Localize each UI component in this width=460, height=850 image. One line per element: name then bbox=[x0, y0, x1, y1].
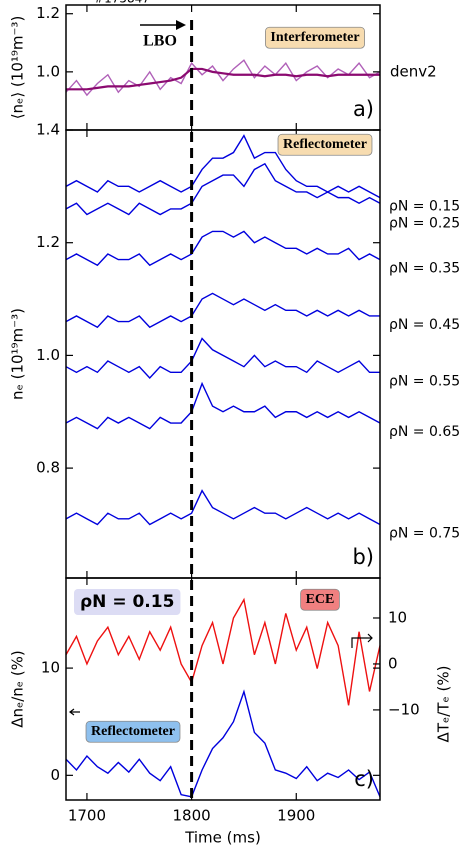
y-tick-label: 1.2 bbox=[36, 4, 60, 22]
series-line bbox=[65, 162, 381, 216]
label-box bbox=[277, 133, 373, 156]
y-tick-label: 0.8 bbox=[36, 459, 60, 477]
series-line bbox=[66, 67, 380, 91]
axis-arrow-right bbox=[351, 633, 373, 648]
box-label: ECE bbox=[306, 592, 335, 607]
axes-frame bbox=[65, 129, 381, 579]
series-line bbox=[65, 689, 381, 798]
badge-label: ρN = 0.15 bbox=[80, 592, 174, 612]
box-label: Reflectometer bbox=[91, 724, 175, 739]
series-line bbox=[65, 381, 381, 430]
y2-tick-label: 10 bbox=[388, 608, 407, 626]
series-label: ρN = 0.15 bbox=[389, 199, 460, 215]
label-box bbox=[265, 26, 365, 49]
box-label: Interferometer bbox=[270, 30, 359, 45]
series-label: ρN = 0.65 bbox=[389, 424, 460, 440]
axis-arrow-left bbox=[69, 708, 80, 716]
y2-tick-label: 0 bbox=[388, 654, 398, 672]
y-tick-label: 1.0 bbox=[36, 346, 60, 364]
event-label: LBO bbox=[143, 33, 177, 50]
panel-label: b) bbox=[352, 545, 374, 569]
series-line bbox=[65, 597, 381, 706]
series-label: ρN = 0.25 bbox=[389, 216, 460, 232]
series-label: ρN = 0.75 bbox=[389, 525, 460, 541]
y-tick-label: 0 bbox=[50, 766, 60, 784]
y-axis-label: nₑ (10¹⁹m⁻³) bbox=[9, 308, 27, 400]
series-label: denv2 bbox=[390, 62, 437, 80]
series-label: ρN = 0.55 bbox=[389, 373, 460, 389]
axes-frame bbox=[65, 4, 381, 131]
y-tick-label: 10 bbox=[41, 659, 60, 677]
event-arrowhead bbox=[176, 20, 186, 30]
series-line bbox=[65, 292, 380, 329]
x-tick-label: 1900 bbox=[277, 807, 315, 825]
label-box bbox=[85, 720, 181, 743]
shot-number: #175847 bbox=[94, 0, 150, 6]
box-label: Reflectometer bbox=[283, 137, 367, 152]
y2-axis-label: ΔTₑ/Tₑ (%) bbox=[435, 666, 453, 743]
series-line bbox=[65, 59, 381, 97]
y-axis-label: Δnₑ/nₑ (%) bbox=[9, 650, 27, 728]
series-label: ρN = 0.45 bbox=[389, 317, 460, 333]
label-box bbox=[300, 588, 340, 611]
series-line bbox=[65, 489, 381, 526]
badge-box bbox=[74, 589, 181, 615]
series-line bbox=[65, 230, 381, 267]
panel-label: a) bbox=[353, 97, 374, 121]
x-tick-label: 1800 bbox=[173, 807, 211, 825]
series-label: ρN = 0.35 bbox=[389, 261, 460, 277]
x-axis-label: Time (ms) bbox=[184, 829, 261, 847]
y-tick-label: 1.2 bbox=[36, 233, 60, 251]
y-axis-label: ⟨nₑ⟩ (10¹⁹m⁻³) bbox=[9, 16, 27, 120]
y-tick-label: 1.0 bbox=[36, 62, 60, 80]
y-tick-label: 1.4 bbox=[36, 121, 60, 139]
axes-frame bbox=[65, 577, 381, 801]
panel-label: c) bbox=[354, 767, 374, 791]
x-tick-label: 1700 bbox=[68, 807, 106, 825]
series-line bbox=[65, 337, 380, 379]
y2-tick-label: −10 bbox=[388, 700, 420, 718]
